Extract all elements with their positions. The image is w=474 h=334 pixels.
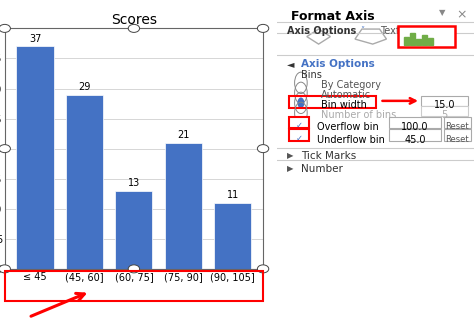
Bar [165,143,202,269]
Bar [115,191,153,269]
Text: 100.0: 100.0 [401,122,429,132]
Text: Automatic: Automatic [320,90,371,100]
Bar [422,35,427,45]
Bar [214,203,251,269]
Text: ◄: ◄ [287,59,295,69]
Text: 15.0: 15.0 [434,100,455,110]
FancyBboxPatch shape [390,117,440,128]
Text: ×: × [456,8,467,21]
Bar [404,37,409,45]
FancyBboxPatch shape [444,129,471,141]
Text: ▶: ▶ [287,164,293,173]
Text: Reset: Reset [446,135,469,144]
Text: 45.0: 45.0 [404,135,426,145]
FancyBboxPatch shape [289,129,309,141]
Circle shape [298,98,304,108]
Text: ˅: ˅ [360,26,364,35]
Bar [410,33,415,45]
Text: ✓: ✓ [295,121,302,130]
Text: 5: 5 [441,110,447,120]
Text: Tick Marks: Tick Marks [301,151,356,161]
Text: 13: 13 [128,178,140,188]
Text: Bins: Bins [301,70,322,80]
FancyBboxPatch shape [398,26,456,47]
Text: ▼: ▼ [438,8,445,17]
Text: 11: 11 [227,190,239,200]
Bar [66,95,103,269]
Text: By Category: By Category [320,80,381,90]
Text: 37: 37 [29,34,41,44]
FancyBboxPatch shape [390,129,440,141]
Text: Reset: Reset [446,122,469,131]
Text: Axis Options: Axis Options [301,59,374,69]
Text: Text Options: Text Options [380,26,440,36]
Bar [17,46,54,269]
Text: ✓: ✓ [295,134,302,143]
Text: Underflow bin: Underflow bin [317,135,384,145]
Text: 21: 21 [177,130,190,140]
Text: Number: Number [301,164,343,174]
FancyBboxPatch shape [421,106,468,116]
Text: Bin width: Bin width [320,100,366,110]
Text: ▶: ▶ [287,151,293,160]
Text: Format Axis: Format Axis [291,10,374,23]
Text: Overflow bin: Overflow bin [317,122,378,132]
Text: Axis Options: Axis Options [287,26,356,36]
Title: Scores: Scores [111,13,157,27]
Bar [428,38,433,45]
Text: Number of bins: Number of bins [320,110,396,120]
Bar [416,39,421,45]
FancyBboxPatch shape [444,117,471,128]
Text: 29: 29 [78,82,91,92]
FancyBboxPatch shape [421,96,468,106]
FancyBboxPatch shape [289,117,309,128]
